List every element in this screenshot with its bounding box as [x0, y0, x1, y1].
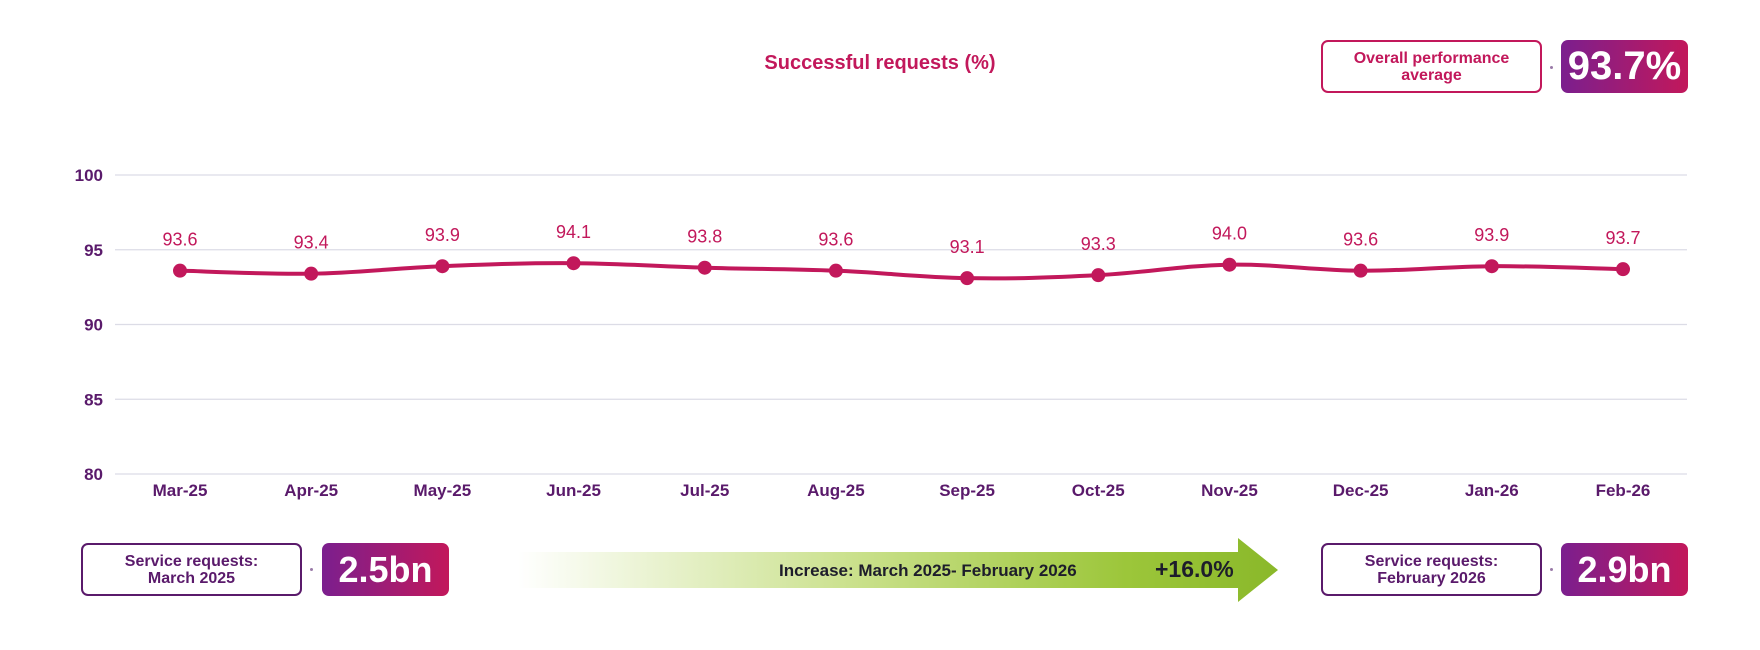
start-requests-label: Service requests: March 2025	[81, 543, 302, 596]
x-tick-label: Aug-25	[807, 481, 865, 500]
data-point	[566, 256, 581, 271]
overall-average-label-line1: Overall performance	[1353, 49, 1510, 67]
data-label: 93.8	[687, 227, 722, 247]
x-tick-label: Apr-25	[284, 481, 338, 500]
data-label: 93.6	[818, 230, 853, 250]
end-requests-label-line2: February 2026	[1377, 569, 1486, 587]
start-requests-connector	[310, 568, 313, 571]
end-requests-connector	[1550, 568, 1553, 571]
data-point	[304, 266, 319, 281]
x-tick-label: Jun-25	[546, 481, 601, 500]
x-tick-label: Feb-26	[1596, 481, 1651, 500]
start-requests-label-line2: March 2025	[147, 569, 236, 587]
overall-average-connector	[1550, 66, 1553, 69]
data-label: 93.9	[1474, 225, 1509, 245]
y-tick-label: 95	[84, 241, 103, 260]
data-label: 93.6	[1343, 230, 1378, 250]
data-point	[960, 271, 975, 286]
x-tick-label: Dec-25	[1333, 481, 1389, 500]
data-point	[173, 263, 187, 278]
increase-text: Increase: March 2025- February 2026	[779, 561, 1077, 580]
y-axis-ticks: 80 85 90 95 100	[75, 166, 103, 484]
y-tick-label: 85	[84, 390, 103, 409]
data-label: 93.1	[950, 237, 985, 257]
x-tick-label: Jul-25	[680, 481, 729, 500]
increase-value: +16.0%	[1155, 556, 1234, 582]
x-tick-label: May-25	[414, 481, 472, 500]
y-tick-label: 100	[75, 166, 103, 185]
y-tick-label: 90	[84, 316, 103, 335]
data-point	[1616, 262, 1630, 277]
x-tick-label: Nov-25	[1201, 481, 1258, 500]
line-chart: 80 85 90 95 100 Mar-25 Apr-25 May-25 Jun-25 Jul-…	[75, 166, 1687, 500]
data-label: 93.4	[294, 233, 329, 253]
end-requests-label-line1: Service requests:	[1364, 552, 1499, 570]
data-label: 93.9	[425, 225, 460, 245]
data-label: 93.7	[1605, 228, 1640, 248]
grid-layer	[115, 174, 1687, 475]
data-label: 94.0	[1212, 224, 1247, 244]
x-tick-label: Mar-25	[153, 481, 208, 500]
data-point	[1091, 268, 1106, 283]
data-points	[173, 256, 1630, 286]
x-axis-ticks: Mar-25 Apr-25 May-25 Jun-25 Jul-25 Aug-25 Sep-…	[153, 481, 1651, 500]
x-tick-label: Oct-25	[1072, 481, 1125, 500]
end-requests-label: Service requests: February 2026	[1321, 543, 1542, 596]
data-point	[697, 260, 712, 275]
chart-title: Successful requests (%)	[764, 52, 996, 74]
overall-average-label-line2: average	[1401, 66, 1462, 84]
data-point	[435, 259, 450, 274]
overall-average-label: Overall performance average	[1321, 40, 1542, 93]
data-point	[828, 263, 843, 278]
data-point	[1222, 257, 1237, 272]
data-label: 94.1	[556, 222, 591, 242]
start-requests-value: 2.5bn	[322, 543, 449, 596]
data-label: 93.3	[1081, 234, 1116, 254]
x-tick-label: Jan-26	[1465, 481, 1519, 500]
overall-average-value: 93.7%	[1561, 40, 1688, 93]
data-labels: 93.6 93.4 93.9 94.1 93.8 93.6 93.1 93.3 94.0 93.6…	[162, 222, 1640, 257]
data-point	[1484, 259, 1499, 274]
end-requests-value: 2.9bn	[1561, 543, 1688, 596]
x-tick-label: Sep-25	[939, 481, 995, 500]
start-requests-label-line1: Service requests:	[124, 552, 259, 570]
series-line	[178, 261, 1625, 281]
y-tick-label: 80	[84, 465, 103, 484]
data-point	[1353, 263, 1368, 278]
data-label: 93.6	[162, 230, 197, 250]
